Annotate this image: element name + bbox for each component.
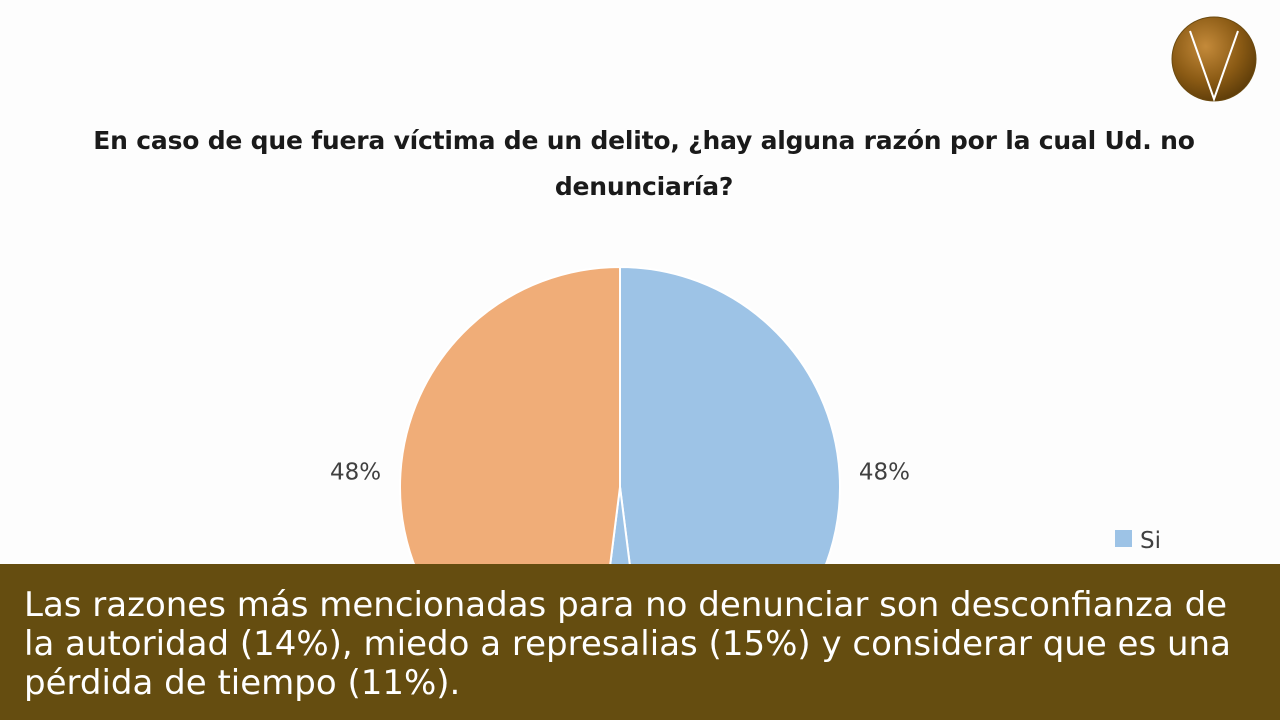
legend-label-0: Si <box>1140 528 1161 554</box>
legend-swatch-0 <box>1115 530 1132 547</box>
caption-text: Las razones más mencionadas para no denu… <box>24 585 1231 703</box>
caption-box: Las razones más mencionadas para no denu… <box>0 564 1280 720</box>
v-brand-logo-icon[interactable] <box>1170 15 1258 103</box>
chart-legend: Si <box>1115 528 1161 554</box>
pie-data-label-0: 48% <box>859 459 910 485</box>
pie-data-labels: 48% 48% <box>330 459 910 485</box>
pie-data-label-2: 48% <box>330 459 381 485</box>
chart-title: En caso de que fuera víctima de un delit… <box>93 126 1195 201</box>
